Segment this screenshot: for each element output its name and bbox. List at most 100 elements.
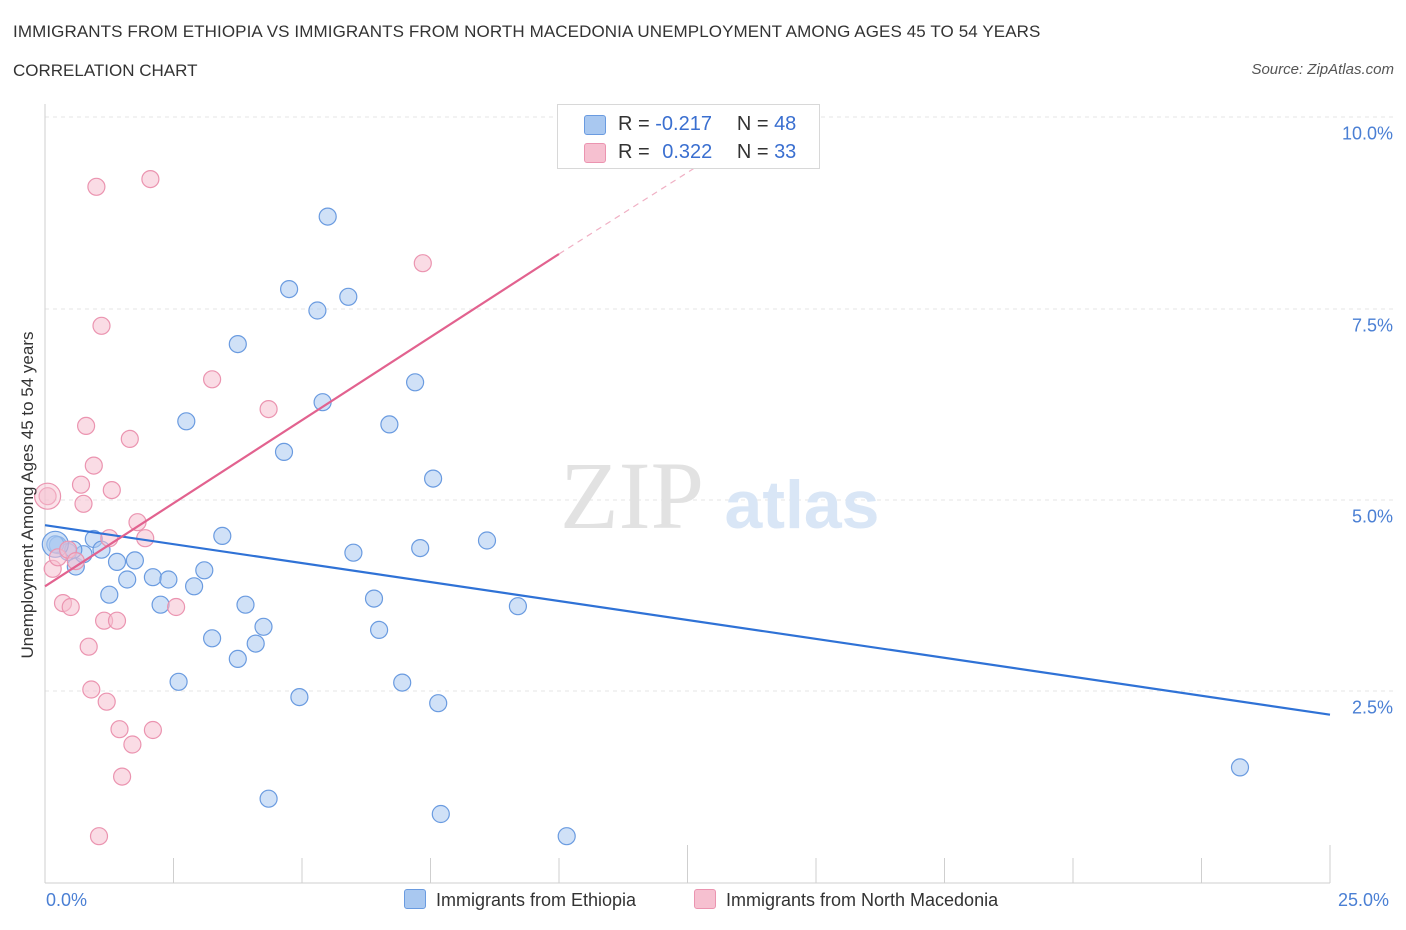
n-label: N =	[736, 141, 769, 163]
ethiopia-point	[228, 335, 247, 354]
ethiopia-legend-swatch	[404, 889, 426, 909]
ethiopia-trend-line	[44, 524, 1331, 716]
ethiopia-point	[406, 373, 425, 392]
legend-item-macedonia: Immigrants from North Macedonia	[694, 889, 998, 911]
macedonia-point	[167, 597, 186, 617]
macedonia-point	[110, 720, 129, 739]
n-value-macedonia: 33	[774, 141, 797, 163]
watermark-zip: ZIP	[560, 442, 704, 549]
ethiopia-point	[477, 531, 497, 550]
ethiopia-point	[107, 552, 127, 572]
macedonia-point	[413, 254, 432, 273]
ethiopia-point	[339, 287, 358, 306]
ethiopia-point	[364, 589, 384, 608]
ethiopia-points	[41, 207, 1250, 846]
macedonia-point	[141, 170, 160, 189]
ethiopia-point	[195, 561, 214, 580]
ethiopia-point	[429, 694, 448, 713]
macedonia-point	[259, 400, 278, 419]
macedonia-point	[112, 767, 132, 786]
ethiopia-swatch	[584, 115, 606, 135]
ethiopia-point	[1230, 758, 1250, 777]
ethiopia-point	[424, 469, 443, 488]
r-value-ethiopia: -0.217	[655, 113, 712, 135]
ethiopia-point	[380, 415, 399, 434]
ethiopia-point	[280, 280, 299, 299]
y-tick-label: 5.0%	[1351, 506, 1393, 527]
source-label: Source: ZipAtlas.com	[1251, 61, 1394, 78]
macedonia-point	[92, 316, 111, 335]
ethiopia-point	[143, 568, 162, 587]
ethiopia-point	[177, 412, 196, 431]
ethiopia-point	[100, 585, 119, 604]
ethiopia-point	[259, 789, 278, 808]
macedonia-trend-extension	[558, 155, 714, 255]
ethiopia-point	[213, 526, 232, 546]
ethiopia-point	[246, 634, 265, 653]
ethiopia-point	[344, 543, 363, 562]
trend-lines	[44, 155, 1331, 716]
x-tick-label: 0.0%	[46, 890, 88, 910]
chart-title: IMMIGRANTS FROM ETHIOPIA VS IMMIGRANTS F…	[13, 22, 1041, 41]
macedonia-point	[74, 494, 93, 513]
watermark-atlas: atlas	[725, 467, 880, 543]
macedonia-point	[71, 475, 91, 494]
macedonia-point	[102, 481, 121, 500]
macedonia-point	[76, 416, 96, 435]
y-axis-label: Unemployment Among Ages 45 to 54 years	[18, 331, 37, 659]
ethiopia-point	[228, 649, 247, 669]
y-tick-label: 10.0%	[1341, 123, 1393, 144]
macedonia-point	[87, 177, 106, 196]
x-tick-label: 25.0%	[1338, 890, 1390, 910]
macedonia-point	[84, 456, 103, 475]
macedonia-point	[61, 597, 80, 617]
legend-label-macedonia: Immigrants from North Macedonia	[726, 890, 999, 910]
ethiopia-point	[254, 617, 273, 636]
ethiopia-point	[236, 595, 255, 614]
macedonia-point	[123, 735, 142, 754]
macedonia-swatch	[584, 143, 606, 163]
macedonia-point	[143, 720, 162, 740]
ethiopia-point	[393, 673, 412, 692]
ethiopia-point	[125, 551, 144, 570]
axes	[44, 104, 1331, 884]
macedonia-trend-line	[44, 253, 560, 588]
r-value-macedonia: 0.322	[662, 141, 713, 163]
n-label: N =	[736, 113, 769, 135]
macedonia-point	[120, 429, 139, 448]
ethiopia-point	[557, 827, 576, 846]
watermark: ZIP atlas	[560, 442, 880, 549]
ethiopia-point	[169, 672, 188, 691]
chart-subtitle: CORRELATION CHART	[13, 61, 198, 80]
ethiopia-point	[185, 577, 204, 596]
macedonia-point	[107, 611, 127, 630]
ethiopia-point	[370, 620, 389, 640]
macedonia-point	[97, 692, 116, 711]
correlation-legend: R = -0.217 N = 48 R = 0.322 N = 33	[557, 104, 820, 169]
macedonia-point	[38, 487, 57, 506]
legend-item-ethiopia: Immigrants from Ethiopia	[404, 889, 636, 911]
ethiopia-point	[159, 570, 178, 589]
macedonia-point	[33, 482, 62, 510]
ethiopia-point	[274, 442, 294, 461]
r-label: R =	[618, 141, 650, 163]
macedonia-point	[203, 370, 222, 389]
ethiopia-point	[308, 301, 327, 320]
ethiopia-point	[290, 687, 309, 707]
macedonia-points	[33, 170, 432, 846]
r-label: R =	[618, 113, 650, 135]
ethiopia-point	[508, 597, 528, 616]
ethiopia-point	[151, 595, 170, 614]
macedonia-point	[79, 637, 98, 656]
ethiopia-point	[431, 804, 450, 824]
ethiopia-point	[411, 538, 430, 558]
ethiopia-point	[318, 207, 337, 226]
y-tick-label: 7.5%	[1351, 315, 1393, 336]
ethiopia-point	[118, 570, 137, 589]
ethiopia-point	[203, 629, 222, 648]
macedonia-point	[82, 680, 101, 699]
y-tick-label: 2.5%	[1351, 697, 1393, 718]
legend-label-ethiopia: Immigrants from Ethiopia	[436, 890, 637, 910]
n-value-ethiopia: 48	[774, 113, 797, 135]
